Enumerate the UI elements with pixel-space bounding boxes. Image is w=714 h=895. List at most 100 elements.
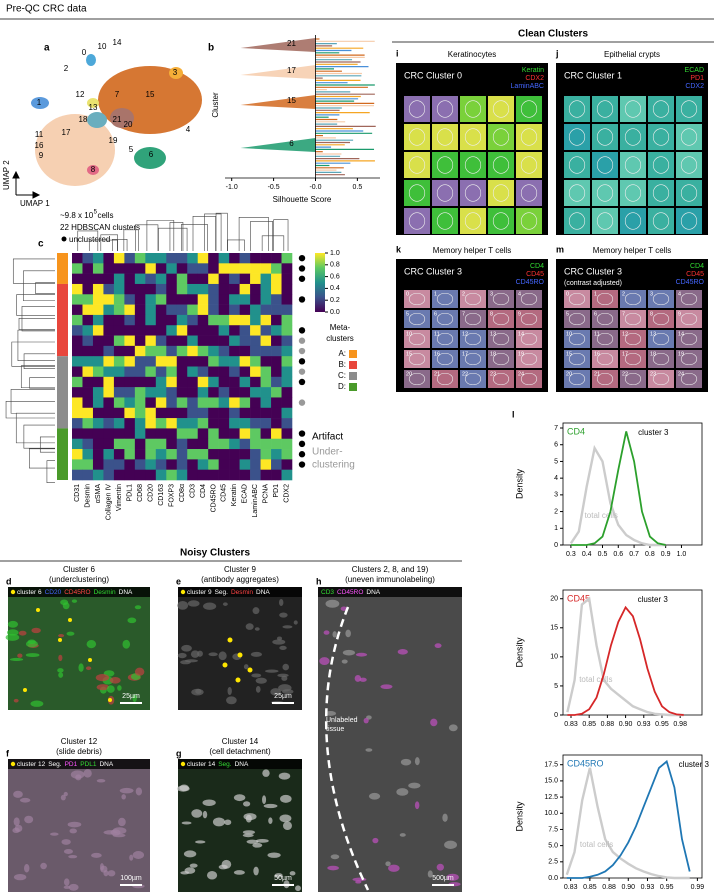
heatmap-cell — [113, 294, 125, 305]
cell-tile — [676, 152, 702, 178]
texture — [242, 833, 254, 838]
panel-letter: a — [44, 43, 50, 54]
tile-number: 16 — [434, 351, 440, 357]
cell-outline — [680, 352, 698, 366]
colorbar-tick-label: 1.0 — [330, 250, 340, 257]
heatmap-cell — [134, 314, 146, 326]
cell-tile — [620, 330, 646, 348]
legend-label: Artifact — [312, 432, 343, 443]
panel-letter: i — [396, 48, 399, 58]
cell-tile — [404, 180, 430, 206]
heatmap-cell — [250, 304, 261, 316]
silhouette-wedge — [240, 38, 316, 52]
heatmap-cell — [229, 345, 240, 357]
heatmap-cell — [103, 376, 115, 388]
legend-label: PD1 — [65, 761, 78, 768]
texture — [446, 873, 459, 881]
column-label: αSMA — [95, 484, 102, 504]
cell-tile — [648, 330, 674, 348]
heatmap-cell — [260, 418, 272, 429]
cell-tile — [404, 96, 430, 122]
tile-number: 13 — [490, 331, 496, 337]
x-tick-label: 0.5 — [598, 551, 608, 558]
legend-label: C: — [338, 371, 346, 380]
texture — [280, 794, 292, 803]
cluster-dot — [222, 662, 228, 668]
heatmap-cell — [197, 325, 209, 336]
cell-outline — [624, 212, 642, 230]
texture — [24, 815, 34, 824]
texture — [282, 625, 293, 629]
texture — [121, 794, 126, 800]
heatmap-cell — [82, 283, 94, 295]
heatmap-cell — [124, 273, 136, 285]
y-tick-label: 10.0 — [544, 810, 558, 817]
heatmap-cell — [239, 283, 251, 295]
silhouette-wedge — [240, 95, 316, 109]
tile-number: 18 — [650, 351, 656, 357]
texture — [61, 839, 71, 845]
cluster-dot — [23, 688, 27, 692]
heatmap-cell — [197, 345, 209, 357]
image-panel — [178, 759, 302, 892]
texture — [414, 801, 420, 810]
cell-tile — [648, 180, 674, 206]
cell-tile — [432, 152, 458, 178]
heatmap-cell — [166, 449, 178, 460]
axis-label: Silhouette Score — [273, 195, 332, 204]
y-tick-label: 7 — [554, 425, 558, 432]
heatmap-cell — [176, 438, 188, 450]
heatmap-cell — [113, 397, 125, 409]
heatmap-cell — [208, 345, 219, 357]
heatmap-cell — [208, 283, 219, 295]
heatmap-cell — [176, 263, 188, 274]
texture — [68, 883, 79, 891]
tile-number: 24 — [678, 371, 684, 377]
marker-label: CD4 — [530, 263, 544, 270]
cluster-dot — [68, 618, 72, 622]
texture — [96, 684, 110, 691]
heatmap-cell — [239, 407, 251, 419]
cell-tile — [404, 124, 430, 150]
heatmap-cell — [187, 407, 199, 419]
row-dot — [298, 399, 306, 406]
texture — [341, 659, 348, 664]
note: 5 — [94, 210, 98, 216]
heatmap-cell — [145, 294, 157, 305]
cell-outline — [568, 372, 586, 386]
tile-number: 1 — [594, 291, 597, 297]
heatmap-cell — [281, 459, 293, 470]
tile-number: 1 — [434, 291, 437, 297]
cell-outline — [408, 156, 426, 174]
heatmap-cell — [72, 469, 83, 481]
texture — [340, 606, 347, 611]
heatmap-cell — [239, 273, 251, 285]
heatmap-cell — [124, 428, 136, 440]
cluster-label: 7 — [115, 90, 120, 99]
cell-outline — [492, 312, 510, 326]
heatmap-cell — [197, 304, 209, 316]
heatmap-cell — [271, 294, 282, 305]
heatmap-cell — [103, 418, 115, 429]
heatmap-cell — [229, 325, 240, 336]
heatmap-cell — [113, 253, 125, 264]
heatmap-cell — [145, 283, 157, 295]
texture — [233, 794, 246, 802]
texture — [187, 600, 200, 607]
heatmap-cell — [92, 335, 104, 347]
heatmap-cell — [145, 418, 157, 429]
heatmap-cell — [145, 273, 157, 285]
texture — [279, 612, 288, 618]
heatmap-cell — [281, 335, 293, 347]
scale-label: 25µm — [122, 693, 140, 700]
x-tick-label: 0.93 — [641, 884, 655, 891]
heatmap-cell — [145, 387, 157, 398]
texture — [135, 787, 143, 796]
cell-outline — [408, 100, 426, 118]
cell-outline — [464, 156, 482, 174]
heatmap-cell — [82, 438, 94, 450]
y-tick-label: 6 — [554, 442, 558, 449]
texture — [91, 852, 102, 858]
cell-tile — [404, 350, 430, 368]
cell-tile — [564, 350, 590, 368]
